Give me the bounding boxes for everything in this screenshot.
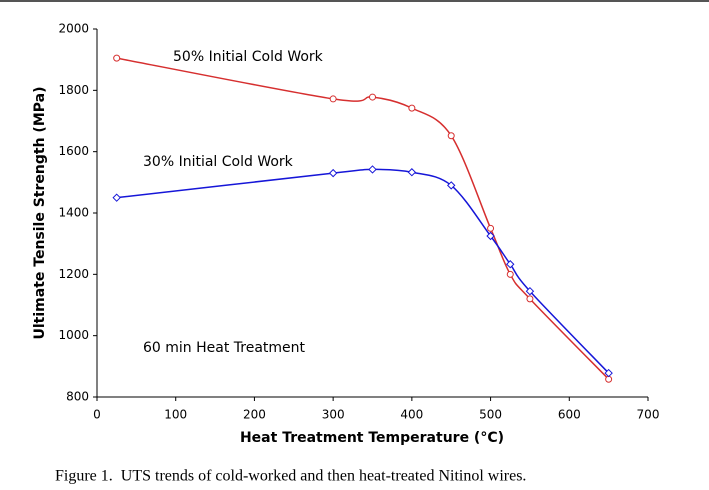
marker xyxy=(407,168,417,177)
x-tick-label: 400 xyxy=(400,408,423,422)
y-tick-label: 1200 xyxy=(58,267,89,281)
x-tick-label: 300 xyxy=(322,408,345,422)
marker xyxy=(486,231,495,241)
y-axis-label: Ultimate Tensile Strength (MPa) xyxy=(32,87,48,340)
x-tick-label: 0 xyxy=(93,408,101,422)
series-line xyxy=(116,57,610,380)
marker xyxy=(487,224,495,232)
y-tick-label: 1400 xyxy=(58,206,89,220)
marker xyxy=(369,93,376,101)
marker xyxy=(328,168,338,178)
marker xyxy=(113,54,121,62)
x-tick-label: 600 xyxy=(558,408,581,422)
y-tick-label: 1600 xyxy=(58,144,89,158)
series-label: 50% Initial Cold Work xyxy=(173,49,324,65)
x-tick-label: 100 xyxy=(164,408,187,422)
annotation: 60 min Heat Treatment xyxy=(143,340,306,356)
marker xyxy=(408,104,416,112)
y-tick-label: 1000 xyxy=(58,328,89,342)
marker xyxy=(506,270,514,278)
marker xyxy=(329,95,337,103)
marker xyxy=(447,132,455,140)
x-axis-label: Heat Treatment Temperature (°C) xyxy=(240,430,504,446)
x-tick-label: 500 xyxy=(479,408,502,422)
marker xyxy=(526,295,534,303)
marker xyxy=(506,260,515,269)
marker xyxy=(604,368,613,378)
marker xyxy=(368,165,377,174)
y-tick-label: 800 xyxy=(66,390,89,404)
marker xyxy=(447,181,456,190)
marker xyxy=(112,193,121,202)
top-border xyxy=(0,0,709,2)
series-label: 30% Initial Cold Work xyxy=(143,154,294,170)
x-tick-label: 700 xyxy=(637,408,660,422)
x-tick-label: 200 xyxy=(243,408,266,422)
marker xyxy=(525,286,535,296)
y-tick-label: 2000 xyxy=(58,22,89,36)
caption: Figure 1. UTS trends of cold-worked and … xyxy=(55,468,526,485)
y-tick-label: 1800 xyxy=(58,83,89,97)
series-line xyxy=(116,168,610,374)
